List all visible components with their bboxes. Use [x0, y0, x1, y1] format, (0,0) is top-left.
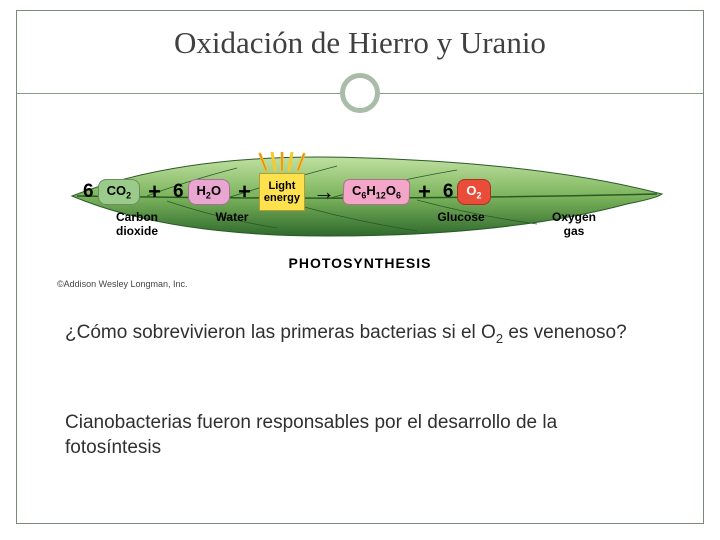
equation-row: 6 CO2 + 6 H2O +: [79, 173, 491, 211]
slide-title: Oxidación de Hierro y Uranio: [17, 11, 703, 61]
paragraph-2: Cianobacterias fueron responsables por e…: [65, 411, 655, 460]
plus-2: +: [238, 179, 251, 205]
label-carbon-dioxide: Carbondioxide: [107, 211, 167, 239]
reaction-arrow: →: [313, 179, 335, 205]
label-glucose: Glucose: [431, 211, 491, 225]
title-accent-circle: [340, 73, 380, 113]
para1-sub: 2: [496, 331, 503, 346]
light-line2: energy: [264, 192, 300, 204]
para1-post: es venenoso?: [503, 322, 627, 343]
coeff-co2: 6: [83, 181, 94, 203]
plus-1: +: [148, 179, 161, 205]
paragraph-1: ¿Cómo sobrevivieron las primeras bacteri…: [65, 321, 655, 348]
para1-pre: ¿Cómo sobrevivieron las primeras bacteri…: [65, 322, 496, 343]
h2o-h: H: [197, 183, 206, 198]
molecule-o2: O2: [457, 179, 490, 205]
glu-h: H: [366, 183, 375, 198]
glu-s2: 12: [376, 191, 386, 201]
diagram-copyright: ©Addison Wesley Longman, Inc.: [57, 279, 188, 289]
label-water: Water: [207, 211, 257, 225]
co2-sub: 2: [126, 191, 131, 201]
o2-text: O: [466, 183, 476, 198]
photosynthesis-caption: PHOTOSYNTHESIS: [57, 255, 663, 271]
glu-o: O: [386, 183, 396, 198]
photosynthesis-diagram: 6 CO2 + 6 H2O +: [57, 121, 663, 291]
glu-s3: 6: [396, 191, 401, 201]
light-line1: Light: [269, 180, 296, 192]
molecule-co2: CO2: [98, 179, 141, 205]
coeff-h2o: 6: [173, 181, 184, 203]
h2o-o: O: [211, 183, 221, 198]
molecule-light-energy: Light energy: [259, 173, 305, 211]
o2-sub: 2: [477, 191, 482, 201]
co2-text: CO: [107, 183, 127, 198]
slide-frame: Oxidación de Hierro y Uranio: [16, 10, 704, 524]
glu-c: C: [352, 183, 361, 198]
label-oxygen-gas: Oxygengas: [544, 211, 604, 239]
molecule-h2o: H2O: [188, 179, 231, 205]
molecule-glucose: C6H12O6: [343, 179, 411, 205]
coeff-o2: 6: [443, 181, 454, 203]
plus-3: +: [418, 179, 431, 205]
slide: Oxidación de Hierro y Uranio: [0, 0, 720, 540]
